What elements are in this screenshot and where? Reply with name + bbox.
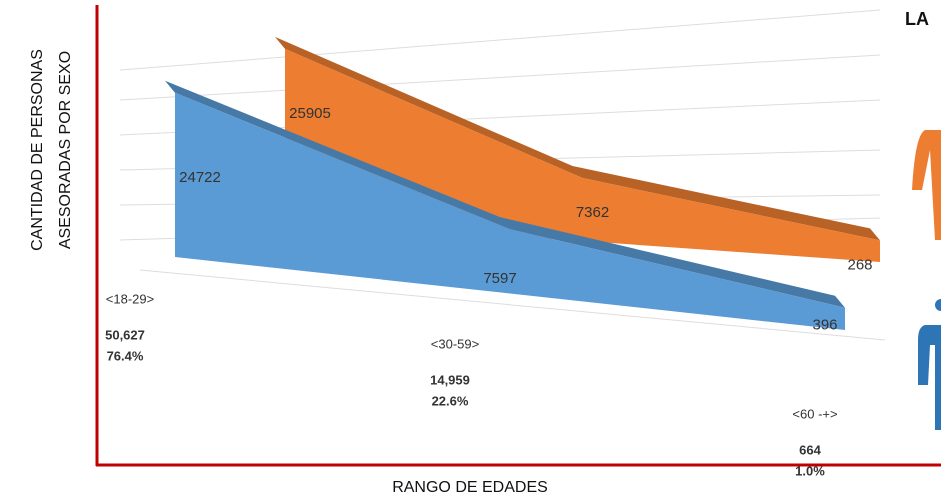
y-axis-label: ASESORADAS POR SEXO (57, 51, 74, 249)
percentage-label: 76.4% (107, 348, 144, 363)
plot (165, 36, 880, 330)
area (175, 92, 845, 330)
data-label: 24722 (179, 169, 221, 186)
data-label: 7362 (576, 204, 609, 221)
person-icon-female (912, 130, 941, 240)
x-axis-label: RANGO DE EDADES (392, 479, 548, 496)
total-label: 50,627 (105, 327, 145, 342)
x-tick-label: <60 -+> (792, 406, 837, 421)
area-top (165, 80, 845, 308)
x-tick-label: <30-59> (431, 336, 479, 351)
data-label: 25905 (289, 105, 331, 122)
percentage-label: 1.0% (795, 463, 825, 478)
person-icon-male (918, 299, 941, 430)
floor-line (139, 269, 886, 341)
chart-title: LA (905, 9, 929, 29)
total-label: 14,959 (430, 372, 470, 387)
area-top (275, 36, 880, 241)
data-label: 396 (812, 317, 837, 334)
x-tick-label: <18-29> (106, 291, 154, 306)
percentage-label: 22.6% (432, 393, 469, 408)
data-label: 7597 (483, 270, 516, 287)
grid-line (119, 54, 881, 101)
data-label: 268 (847, 256, 872, 273)
grid-line (119, 9, 881, 71)
y-axis-label: CANTIDAD DE PERSONAS (29, 49, 46, 251)
total-label: 664 (799, 442, 821, 457)
